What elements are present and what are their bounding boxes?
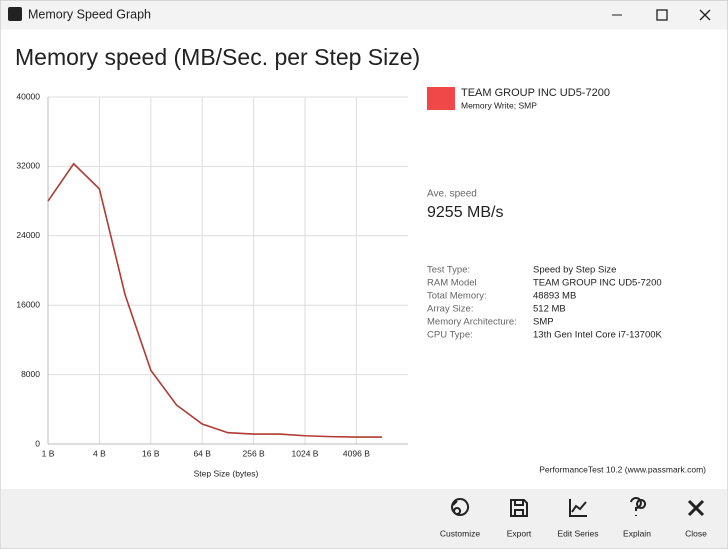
y-tick-label: 8000 xyxy=(21,369,40,379)
x-tick-label: 16 B xyxy=(142,448,160,458)
toolbar-button[interactable]: Customize xyxy=(440,528,480,538)
info-label: Total Memory: xyxy=(427,291,487,302)
info-value: 48893 MB xyxy=(533,291,576,302)
maximize-button[interactable] xyxy=(656,9,668,21)
info-label: RAM Model xyxy=(427,278,477,289)
toolbar-icon xyxy=(569,499,587,517)
toolbar-icon xyxy=(630,497,647,516)
y-tick-label: 32000 xyxy=(16,161,40,171)
y-tick-label: 0 xyxy=(35,438,40,448)
legend-label: TEAM GROUP INC UD5-7200 xyxy=(461,87,610,99)
y-tick-label: 24000 xyxy=(16,230,40,240)
toolbar-icon xyxy=(510,499,528,517)
info-value: 512 MB xyxy=(533,304,566,315)
x-tick-label: 1 B xyxy=(42,448,55,458)
toolbar-icon xyxy=(451,498,469,516)
toolbar-button[interactable]: Explain xyxy=(623,528,651,538)
close-window-button[interactable] xyxy=(699,9,711,21)
toolbar-button[interactable]: Export xyxy=(507,528,532,538)
x-tick-label: 4096 B xyxy=(343,448,370,458)
legend-swatch xyxy=(427,87,455,110)
info-value: TEAM GROUP INC UD5-7200 xyxy=(533,278,662,289)
summary-label: Ave. speed xyxy=(427,189,477,200)
toolbar-icon xyxy=(687,499,705,517)
app-icon xyxy=(8,7,22,21)
window-title: Memory Speed Graph xyxy=(28,7,151,21)
info-value: 13th Gen Intel Core i7-13700K xyxy=(533,330,663,341)
y-tick-label: 16000 xyxy=(16,299,40,309)
title-bar xyxy=(0,0,728,30)
series-line xyxy=(47,162,383,438)
info-label: Test Type: xyxy=(427,265,470,276)
x-tick-label: 64 B xyxy=(193,448,211,458)
summary-value: 9255 MB/s xyxy=(427,204,503,221)
info-value: Speed by Step Size xyxy=(533,265,616,276)
legend-description: Memory Write; SMP xyxy=(461,100,537,110)
toolbar-button[interactable]: Edit Series xyxy=(557,528,598,538)
x-tick-label: 1024 B xyxy=(292,448,319,458)
info-label: Array Size: xyxy=(427,304,473,315)
credit: PerformanceTest 10.2 (www.passmark.com) xyxy=(539,464,706,474)
toolbar-button[interactable]: Close xyxy=(685,528,707,538)
info-label: CPU Type: xyxy=(427,330,473,341)
x-axis-label: Step Size (bytes) xyxy=(194,468,259,478)
info-label: Memory Architecture: xyxy=(427,317,517,328)
info-value: SMP xyxy=(533,317,554,328)
x-tick-label: 4 B xyxy=(93,448,106,458)
y-tick-label: 40000 xyxy=(16,91,40,101)
x-tick-label: 256 B xyxy=(242,448,265,458)
chart-title: Memory speed (MB/Sec. per Step Size) xyxy=(15,44,420,70)
toolbar xyxy=(1,489,727,548)
